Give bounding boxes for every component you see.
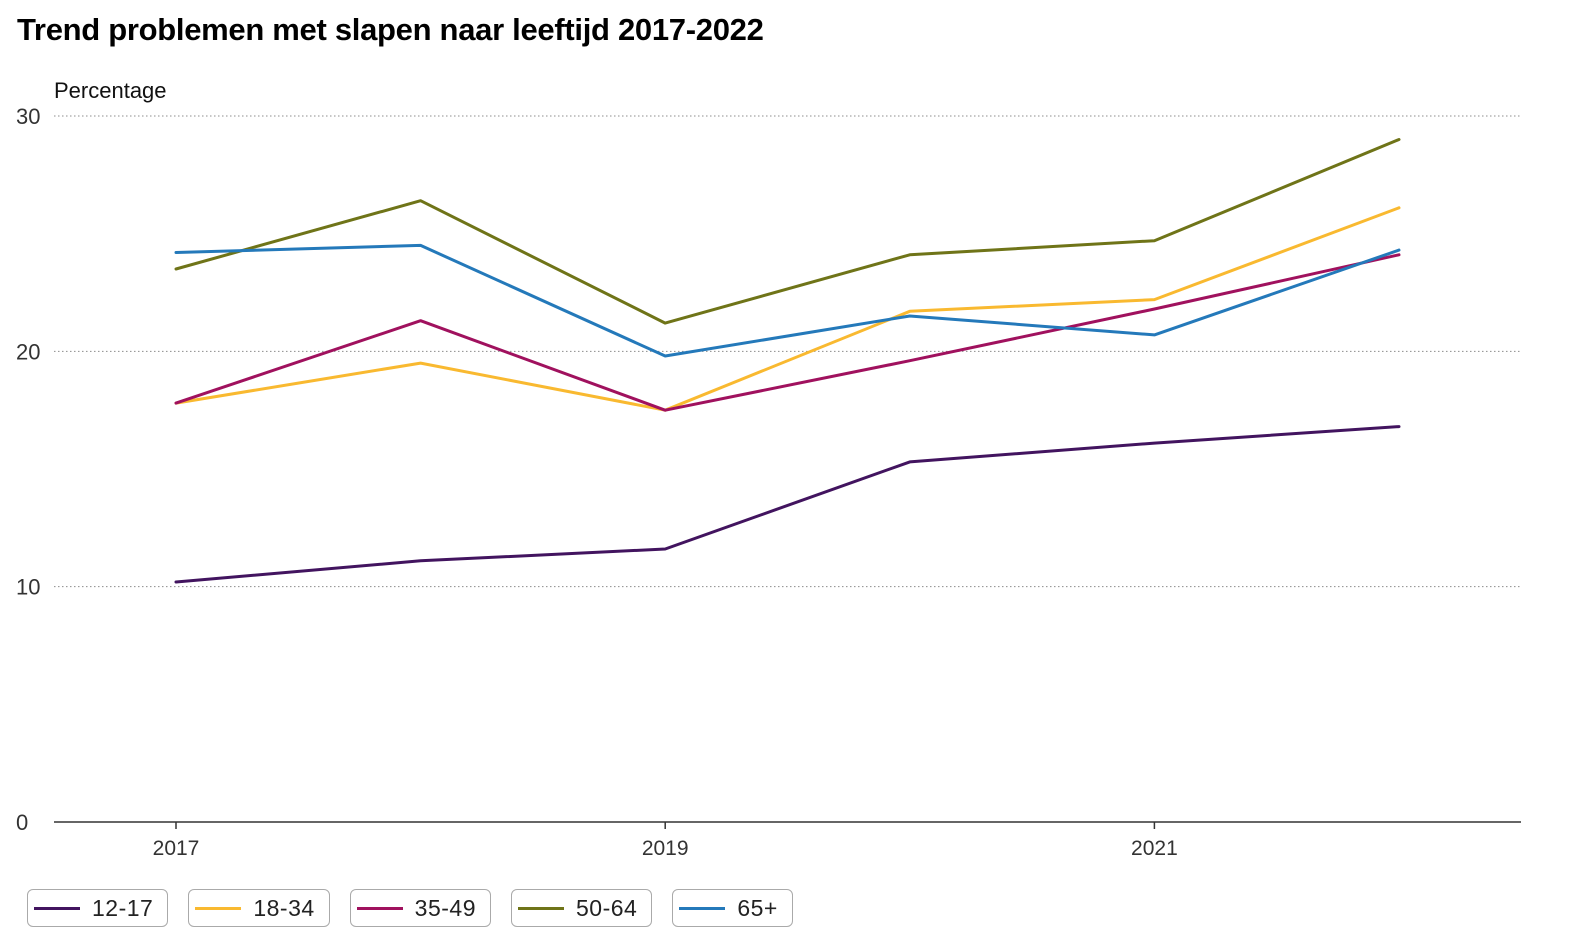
y-tick-label: 30 [16,104,40,129]
legend-label: 65+ [737,894,778,921]
legend-label: 18-34 [253,894,315,921]
axes: 0 10 20 30 2017 2019 2021 [16,104,1521,860]
legend-swatch [517,906,564,910]
y-axis-label: Percentage [54,78,167,103]
series-line-50-64 [174,138,1401,325]
legend-swatch [679,906,726,910]
line-chart: Percentage 0 10 20 30 2017 2019 2021 [16,78,1521,860]
legend-item-18-34[interactable]: 18-34 [188,889,330,927]
legend: 12-17 18-34 35-49 50-64 65+ [27,889,793,927]
legend-swatch [356,906,403,910]
series-line-35-49 [174,253,1401,412]
y-tick-label: 10 [16,575,40,600]
legend-label: 35-49 [414,894,476,921]
legend-swatch [195,906,242,910]
y-tick-label: 20 [16,339,40,364]
series-line-65+ [174,243,1401,358]
gridlines [54,115,1521,588]
x-tick-label: 2019 [642,837,689,860]
series-line-12-17 [174,425,1401,584]
x-tick-label: 2017 [153,837,200,860]
chart-title: Trend problemen met slapen naar leeftijd… [17,12,764,47]
legend-item-12-17[interactable]: 12-17 [27,889,169,927]
legend-item-50-64[interactable]: 50-64 [510,889,653,927]
x-tick-label: 2021 [1131,837,1178,860]
series-line-18-34 [174,206,1401,412]
legend-item-35-49[interactable]: 35-49 [349,889,491,927]
legend-swatch [34,906,80,910]
legend-item-65+[interactable]: 65+ [672,889,793,927]
legend-label: 12-17 [92,894,154,921]
legend-label: 50-64 [575,894,638,921]
series-lines [174,138,1401,584]
y-tick-label: 0 [16,810,28,835]
